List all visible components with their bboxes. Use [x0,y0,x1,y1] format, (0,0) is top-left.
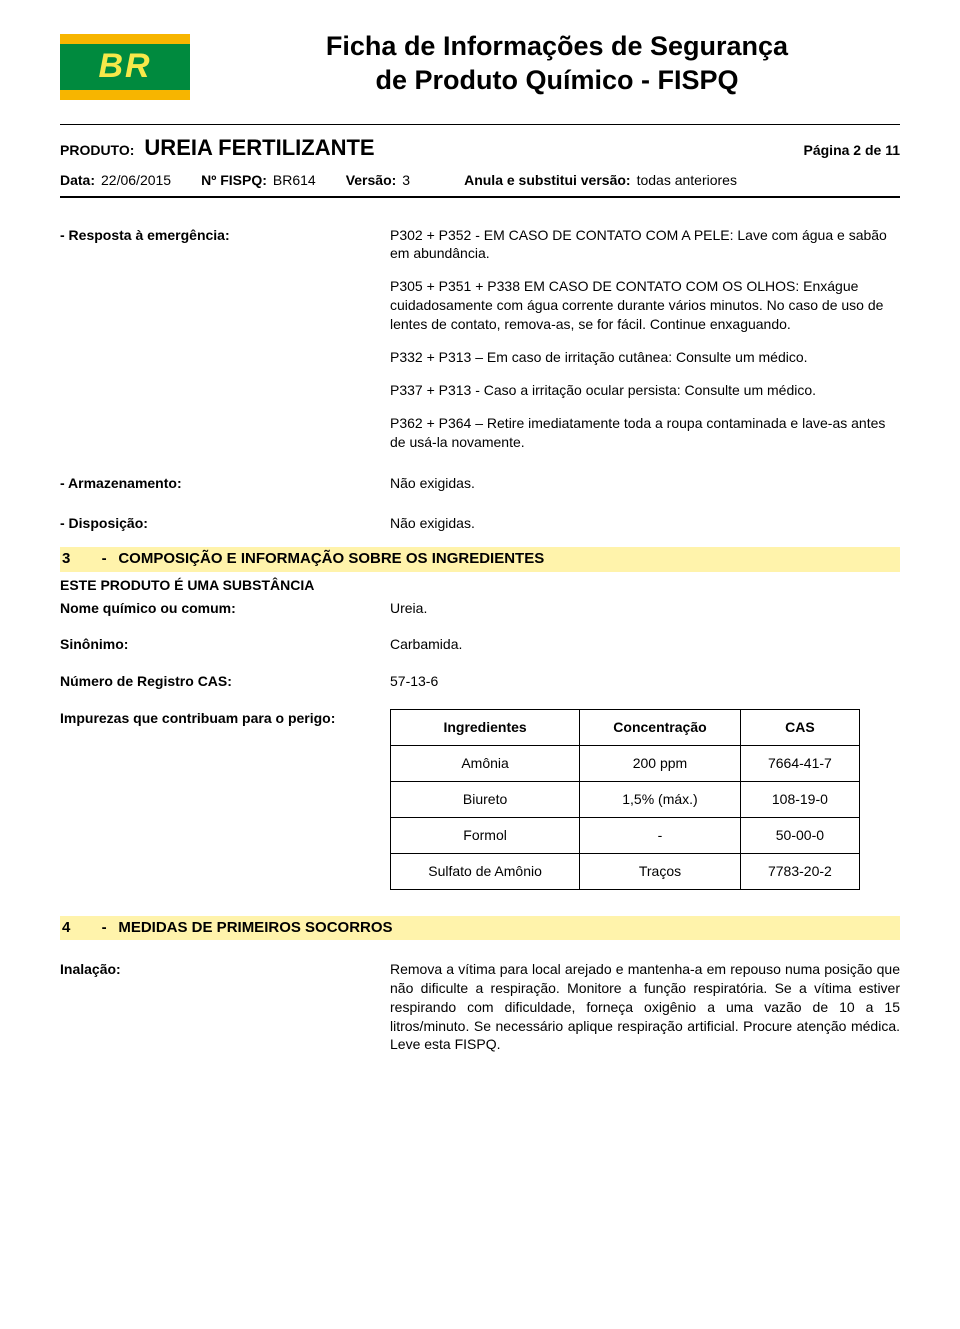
page-number: Página 2 de 11 [804,141,901,160]
cell: 50-00-0 [740,817,859,853]
logo-bar-top [60,34,190,44]
section-4-bar: 4 - MEDIDAS DE PRIMEIROS SOCORROS [60,916,900,940]
cas-label: Número de Registro CAS: [60,672,390,691]
kv-disposicao: - Disposição: Não exigidas. [60,514,900,533]
resposta-p2: P305 + P351 + P338 EM CASO DE CONTATO CO… [390,277,900,334]
table-row: Amônia 200 ppm 7664-41-7 [391,746,860,782]
logo-bar-bottom [60,90,190,100]
cell: Formol [391,817,580,853]
section-4-dash: - [94,918,114,938]
section-4-title: MEDIDAS DE PRIMEIROS SOCORROS [118,919,392,936]
cell: 7783-20-2 [740,853,859,889]
data-label: Data: [60,171,95,190]
doc-title-line2: de Produto Químico - FISPQ [214,64,900,98]
nfispq-value: BR614 [273,171,316,190]
armazenamento-label: - Armazenamento: [60,474,390,493]
resposta-label: - Resposta à emergência: [60,226,390,452]
data-value: 22/06/2015 [101,171,171,190]
table-row: Ingredientes Concentração CAS [391,710,860,746]
resposta-p1: P302 + P352 - EM CASO DE CONTATO COM A P… [390,226,900,264]
nome-value: Ureia. [390,599,900,618]
anula-value: todas anteriores [637,171,737,190]
resposta-p5: P362 + P364 – Retire imediatamente toda … [390,414,900,452]
cas-value: 57-13-6 [390,672,900,691]
resposta-p4: P337 + P313 - Caso a irritação ocular pe… [390,381,900,400]
impurezas-label: Impurezas que contribuam para o perigo: [60,709,390,889]
cell: Sulfato de Amônio [391,853,580,889]
logo-text: BR [98,44,151,90]
doc-title: Ficha de Informações de Segurança de Pro… [214,30,900,98]
produto-name: UREIA FERTILIZANTE [144,133,374,163]
section-3-dash: - [94,549,114,569]
th-concentracao: Concentração [580,710,741,746]
kv-cas: Número de Registro CAS: 57-13-6 [60,672,900,691]
th-cas: CAS [740,710,859,746]
cell: 7664-41-7 [740,746,859,782]
kv-impurezas: Impurezas que contribuam para o perigo: … [60,709,900,889]
logo: BR [60,34,190,106]
kv-resposta: - Resposta à emergência: P302 + P352 - E… [60,226,900,452]
impurezas-table-wrap: Ingredientes Concentração CAS Amônia 200… [390,709,900,889]
kv-armazenamento: - Armazenamento: Não exigidas. [60,474,900,493]
nfispq-label: Nº FISPQ: [201,171,267,190]
section-3-bar: 3 - COMPOSIÇÃO E INFORMAÇÃO SOBRE OS ING… [60,547,900,571]
cell: 108-19-0 [740,781,859,817]
versao-value: 3 [402,171,410,190]
th-ingredientes: Ingredientes [391,710,580,746]
disposicao-label: - Disposição: [60,514,390,533]
cell: Traços [580,853,741,889]
meta-row-1: PRODUTO: UREIA FERTILIZANTE Página 2 de … [60,133,900,163]
inalacao-value: Remova a vítima para local arejado e man… [390,960,900,1054]
cell: Biureto [391,781,580,817]
versao-label: Versão: [346,171,397,190]
resposta-value: P302 + P352 - EM CASO DE CONTATO COM A P… [390,226,900,452]
cell: - [580,817,741,853]
section-3-title: COMPOSIÇÃO E INFORMAÇÃO SOBRE OS INGREDI… [118,550,544,567]
logo-center: BR [60,44,190,90]
rule-thin [60,124,900,125]
sinonimo-value: Carbamida. [390,635,900,654]
doc-title-line1: Ficha de Informações de Segurança [214,30,900,64]
table-row: Sulfato de Amônio Traços 7783-20-2 [391,853,860,889]
table-row: Biureto 1,5% (máx.) 108-19-0 [391,781,860,817]
disposicao-value: Não exigidas. [390,514,900,533]
table-row: Formol - 50-00-0 [391,817,860,853]
sinonimo-label: Sinônimo: [60,635,390,654]
anula-label: Anula e substitui versão: [464,171,630,190]
nome-label: Nome químico ou comum: [60,599,390,618]
kv-sinonimo: Sinônimo: Carbamida. [60,635,900,654]
armazenamento-value: Não exigidas. [390,474,900,493]
cell: 200 ppm [580,746,741,782]
rule-thick [60,196,900,198]
cell: 1,5% (máx.) [580,781,741,817]
header: BR Ficha de Informações de Segurança de … [60,30,900,106]
kv-inalacao: Inalação: Remova a vítima para local are… [60,960,900,1054]
meta-row-2: Data: 22/06/2015 Nº FISPQ: BR614 Versão:… [60,171,900,190]
resposta-p3: P332 + P313 – Em caso de irritação cutân… [390,348,900,367]
produto-label: PRODUTO: [60,141,134,160]
ingredients-table: Ingredientes Concentração CAS Amônia 200… [390,709,860,889]
inalacao-label: Inalação: [60,960,390,1054]
section-4-num: 4 [62,918,90,938]
section-3-num: 3 [62,549,90,569]
kv-nome: Nome químico ou comum: Ureia. [60,599,900,618]
cell: Amônia [391,746,580,782]
section-3-subhead: ESTE PRODUTO É UMA SUBSTÂNCIA [60,576,900,595]
